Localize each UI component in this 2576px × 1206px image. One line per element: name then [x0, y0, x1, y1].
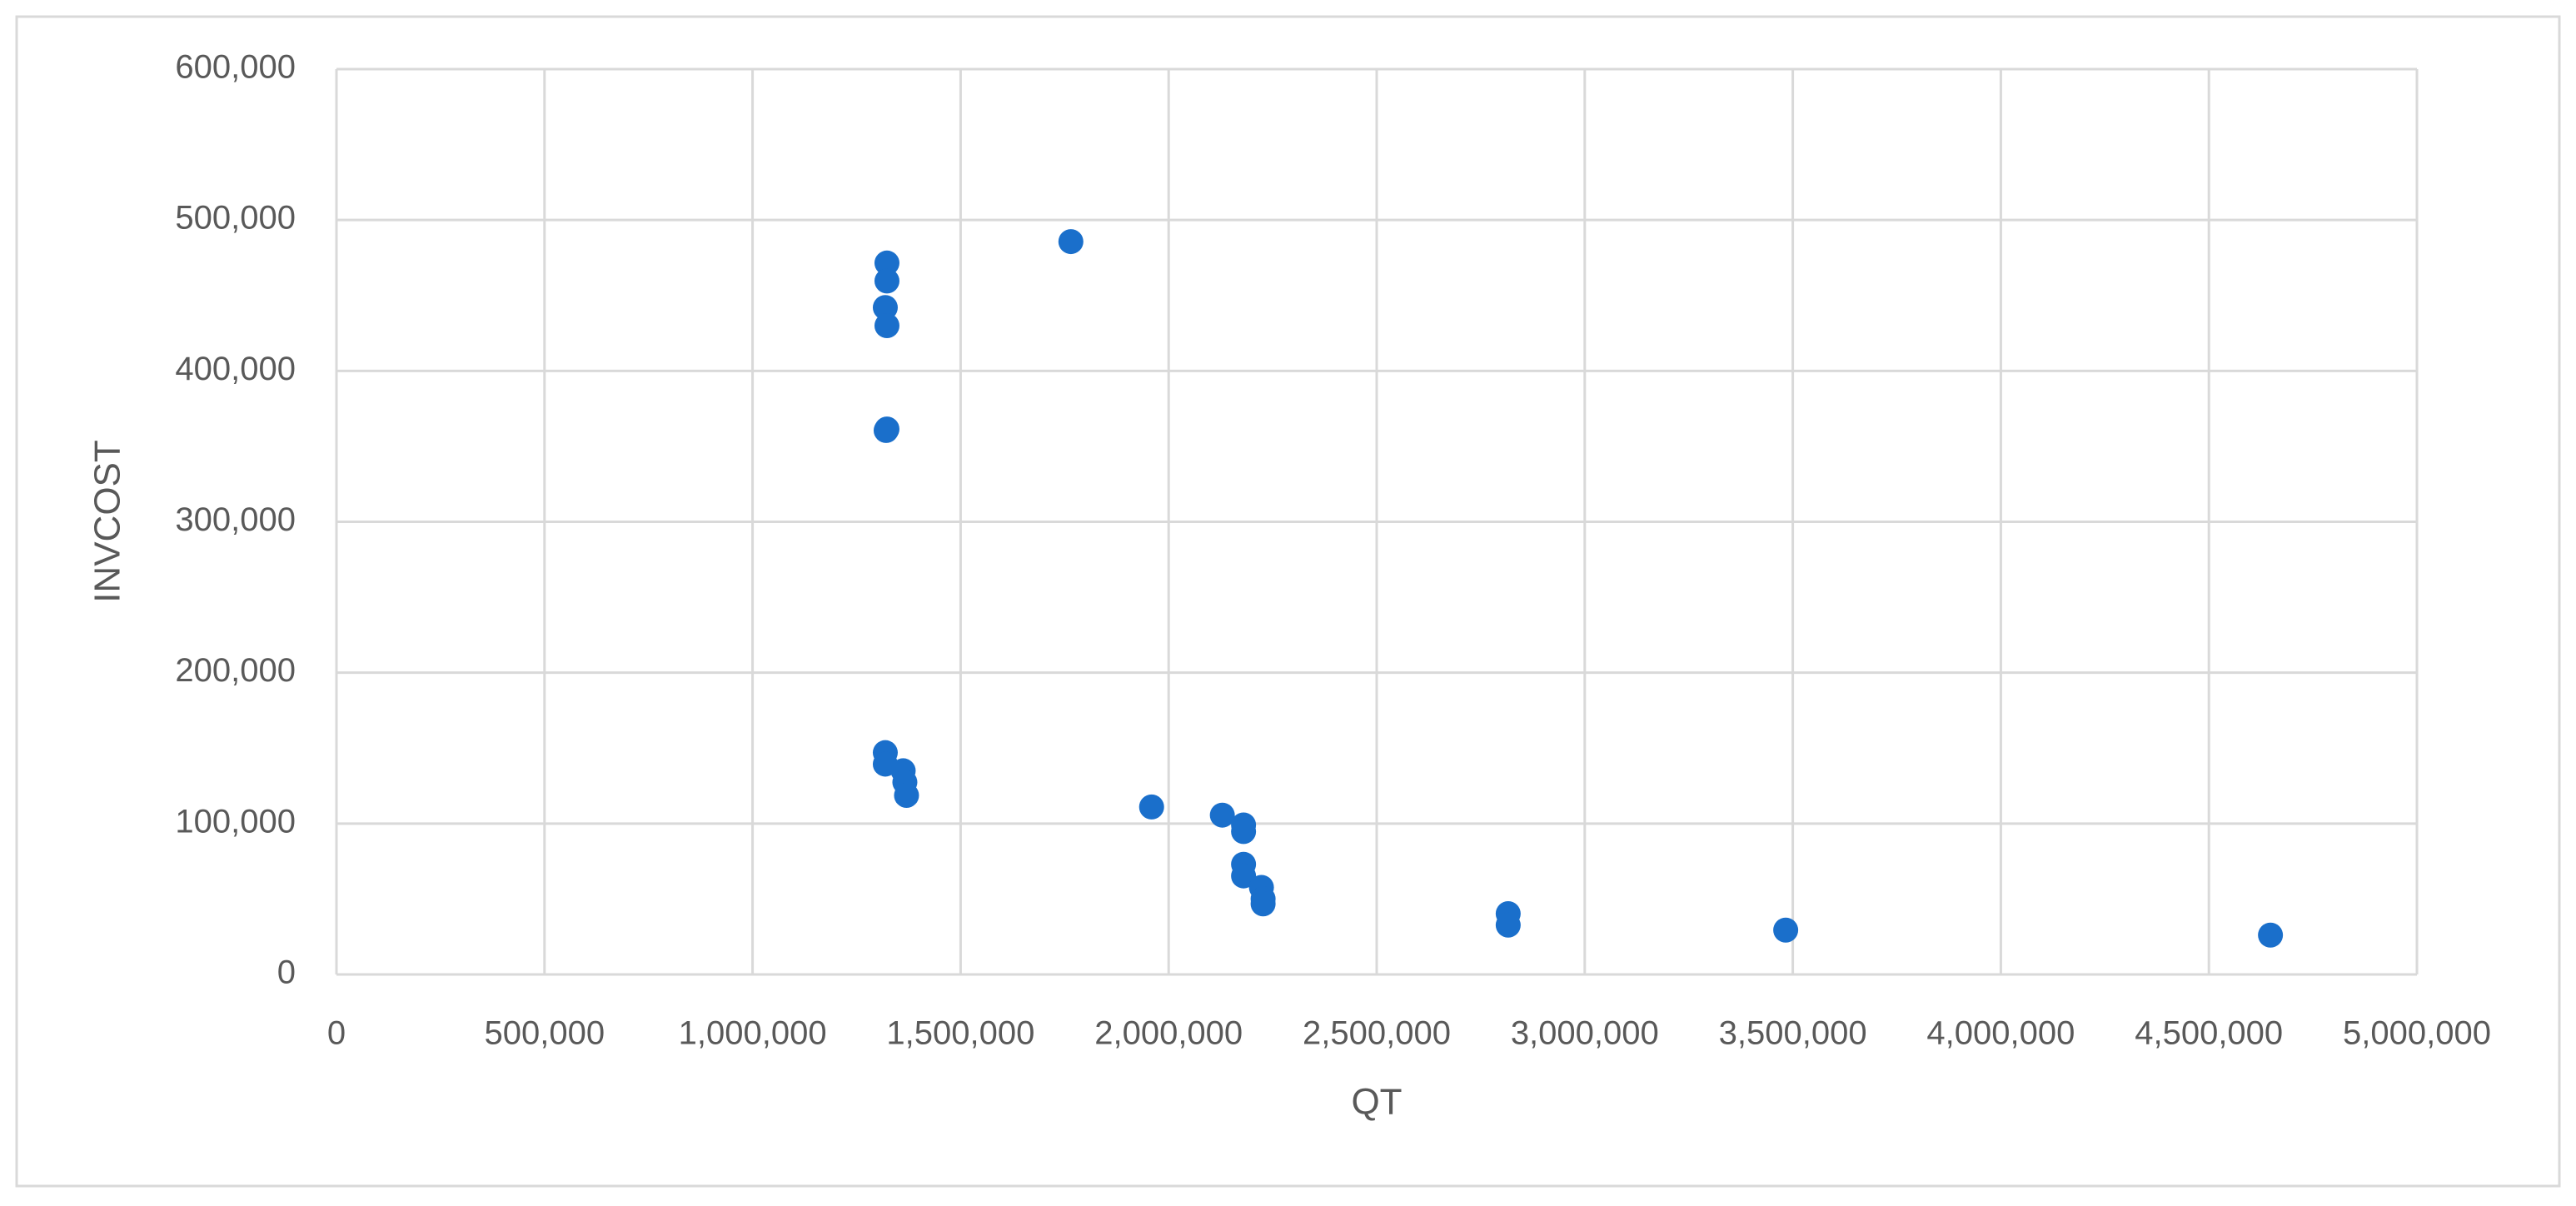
- x-tick-label: 2,000,000: [1094, 1015, 1243, 1052]
- scatter-point: [1139, 794, 1164, 820]
- scatter-point: [874, 250, 899, 276]
- y-tick-label: 400,000: [175, 351, 296, 387]
- scatter-point: [1058, 229, 1084, 255]
- x-tick-label: 3,000,000: [1511, 1015, 1659, 1052]
- scatter-point: [1773, 917, 1799, 943]
- scatter-point: [874, 268, 899, 294]
- scatter-point: [1495, 912, 1521, 938]
- x-tick-label: 1,000,000: [679, 1015, 827, 1052]
- y-tick-label: 600,000: [175, 49, 296, 86]
- x-tick-label: 4,500,000: [2135, 1015, 2283, 1052]
- y-tick-label: 300,000: [175, 501, 296, 538]
- y-axis-title: INVCOST: [87, 440, 128, 603]
- scatter-point: [873, 417, 899, 443]
- chart-border: [15, 15, 2561, 1188]
- x-tick-label: 2,500,000: [1303, 1015, 1451, 1052]
- scatter-point: [874, 312, 899, 338]
- scatter-point: [1231, 819, 1257, 845]
- x-tick-label: 5,000,000: [2343, 1015, 2491, 1052]
- y-tick-label: 0: [277, 954, 296, 991]
- scatter-point: [872, 295, 898, 321]
- y-tick-label: 500,000: [175, 200, 296, 237]
- x-tick-label: 1,500,000: [886, 1015, 1034, 1052]
- x-tick-label: 500,000: [485, 1015, 605, 1052]
- y-tick-label: 200,000: [175, 652, 296, 689]
- x-tick-label: 0: [327, 1015, 346, 1052]
- scatter-point: [1231, 863, 1257, 889]
- x-tick-label: 3,500,000: [1719, 1015, 1867, 1052]
- scatter-point: [2258, 922, 2284, 948]
- scatter-point: [894, 782, 919, 808]
- scatter-point: [1209, 802, 1235, 828]
- scatter-point: [1250, 891, 1276, 917]
- y-tick-label: 100,000: [175, 803, 296, 840]
- x-axis-title: QT: [1351, 1082, 1402, 1123]
- x-tick-label: 4,000,000: [1926, 1015, 2075, 1052]
